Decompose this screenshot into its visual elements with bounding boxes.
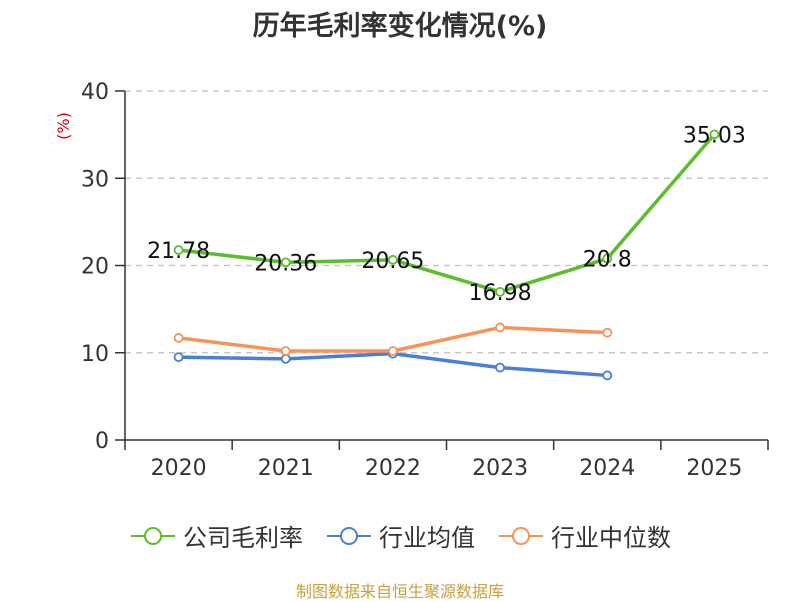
data-label: 16.98 [469,281,532,306]
x-tick-label: 2024 [579,456,635,481]
axes: 0 10 20 30 40 (%) 2020 2021 2022 2023 2024 2025 [54,80,769,481]
y-tick-label: 40 [81,80,109,105]
data-point-industry_median [280,346,291,356]
legend-circle [512,526,530,545]
y-tick-label: 10 [81,342,109,367]
y-tick-label: 0 [95,429,109,454]
data-point-company [495,286,505,297]
legend-item-company[interactable]: 公司毛利率 [129,518,303,553]
data-point-company [602,253,613,264]
data-point-industry_avg [173,352,184,363]
x-tick-label: 2021 [258,456,314,481]
data-point-company [709,129,720,140]
data-label: 21.78 [147,239,210,264]
legend-label-industry-avg: 行业均值 [379,524,475,552]
data-label: 20.36 [254,251,317,276]
legend-marker-industry-median [499,526,543,545]
data-point-industry_avg [602,370,613,381]
legend-item-industry-avg[interactable]: 行业均值 [325,518,475,553]
legend-circle [340,526,358,545]
data-point-company [173,245,184,255]
legend-item-industry-median[interactable]: 行业中位数 [497,518,671,553]
x-tick-label: 2020 [151,456,207,481]
y-tick-label: 20 [81,255,109,280]
data-point-industry_median [495,322,505,333]
legend-label-industry-median: 行业中位数 [551,524,671,552]
x-tick-label: 2022 [365,456,421,481]
source-note: 制图数据来自恒生聚源数据库 [295,582,504,601]
series-lines [173,129,720,381]
data-point-company [388,254,398,265]
x-tick-label: 2023 [472,456,528,481]
legend-label-company: 公司毛利率 [183,524,303,552]
data-labels: 21.78 20.36 20.65 16.98 20.8 35.03 [147,123,746,305]
series-line-company [178,133,716,294]
chart-title: 历年毛利率变化情况(%) [252,11,548,42]
data-point-industry_avg [495,362,505,373]
data-point-industry_median [602,327,613,338]
data-label: 20.8 [583,248,632,273]
legend-marker-company [131,526,175,545]
y-axis-unit: (%) [54,112,73,140]
legend-marker-industry-avg [327,526,371,545]
data-label: 20.65 [361,249,424,274]
data-point-company [280,257,291,268]
data-point-industry_median [388,346,398,356]
grid-lines [125,90,768,354]
legend: 公司毛利率 行业均值 行业中位数 [0,518,800,553]
x-tick-label: 2025 [686,456,742,481]
data-point-industry_median [173,333,184,343]
data-point-industry_avg [280,353,291,364]
y-tick-label: 30 [81,167,109,192]
data-label: 35.03 [683,123,746,148]
legend-circle [144,526,162,545]
